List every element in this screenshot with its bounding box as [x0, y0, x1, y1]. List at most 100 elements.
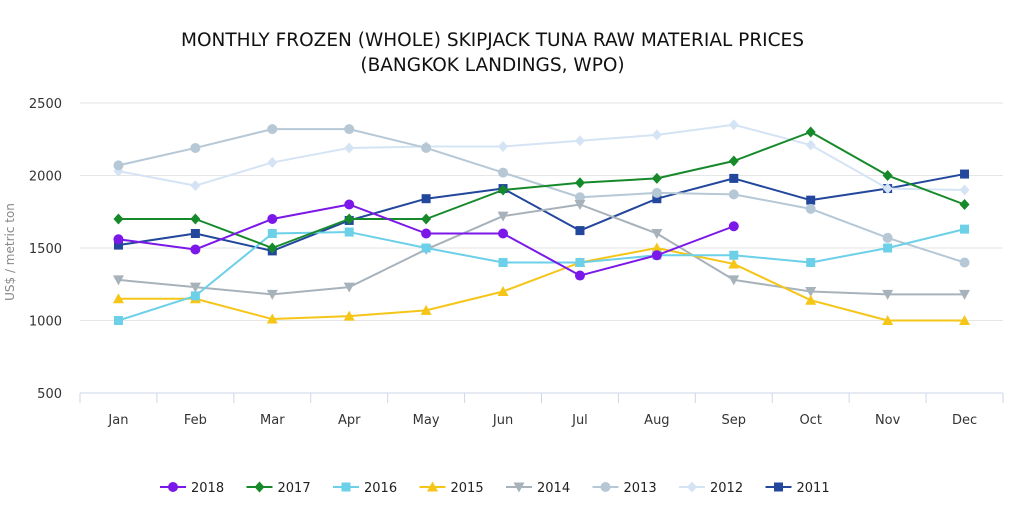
data-point: [805, 203, 816, 214]
data-point: [959, 315, 971, 325]
chart-title: MONTHLY FROZEN (WHOLE) SKIPJACK TUNA RAW…: [0, 28, 985, 78]
data-point: [498, 258, 508, 267]
x-tick-label: Jan: [107, 413, 128, 428]
data-point: [574, 177, 585, 189]
data-point: [344, 199, 355, 210]
data-point: [806, 195, 816, 205]
data-point: [267, 214, 278, 224]
x-axis: Jan Feb Mar Apr May Jun Jul Aug Sep Oct Nov Dec: [79, 392, 1004, 428]
data-point: [959, 199, 970, 210]
data-point: [651, 242, 663, 253]
data-point: [959, 289, 971, 300]
data-point: [267, 229, 277, 238]
data-point: [882, 183, 893, 195]
x-tick-label: Nov: [875, 413, 901, 428]
legend: 2018 2017 2016 2015 2014 2013 2012 2011: [160, 481, 830, 496]
legend-label: 2018: [191, 481, 224, 496]
legend-marker: [600, 482, 611, 492]
x-tick-label: Sep: [722, 413, 747, 428]
data-point: [728, 119, 739, 131]
data-point: [805, 294, 817, 305]
x-tick-label: Apr: [338, 413, 361, 428]
legend-item-2013[interactable]: 2013: [592, 481, 657, 496]
data-point: [651, 229, 663, 239]
series-2011: [113, 169, 970, 256]
data-point: [420, 304, 432, 315]
legend-marker: [427, 481, 438, 492]
data-point: [960, 224, 970, 234]
series-line: [118, 247, 965, 322]
data-point: [651, 187, 662, 198]
data-point: [421, 194, 431, 204]
x-tick-label: Jul: [571, 413, 588, 428]
data-point: [498, 184, 509, 196]
data-point: [651, 129, 662, 141]
series-line: [118, 131, 965, 249]
legend-item-2012[interactable]: 2012: [679, 481, 743, 496]
legend-label: 2017: [278, 481, 311, 496]
data-point: [728, 155, 739, 167]
x-tick-label: Feb: [184, 413, 207, 428]
y-tick-label: 1500: [29, 242, 62, 257]
data-point: [651, 250, 662, 261]
data-point: [497, 211, 509, 222]
legend-item-2016[interactable]: 2016: [333, 481, 397, 496]
data-point: [575, 226, 585, 236]
data-point: [266, 289, 278, 300]
series-group: [112, 119, 971, 325]
legend-marker: [341, 482, 351, 492]
data-point: [343, 282, 355, 293]
data-point: [421, 142, 432, 153]
legend-label: 2015: [451, 481, 484, 496]
data-point: [113, 213, 124, 225]
series-2015: [112, 242, 971, 325]
legend-item-2014[interactable]: 2014: [506, 481, 570, 496]
data-point: [729, 250, 739, 260]
data-point: [498, 141, 509, 152]
data-point: [805, 287, 817, 297]
y-axis-label: US$ / metric ton: [3, 203, 17, 301]
data-point: [344, 142, 355, 154]
legend-marker: [254, 481, 265, 493]
data-point: [728, 189, 739, 200]
series-2017: [113, 126, 970, 254]
data-point: [267, 156, 278, 168]
legend-marker: [168, 482, 178, 492]
data-point: [574, 270, 585, 281]
data-point: [190, 229, 200, 238]
x-tick-label: Dec: [952, 413, 977, 428]
data-point: [882, 289, 894, 300]
y-tick-label: 2000: [29, 170, 62, 185]
data-point: [421, 243, 431, 253]
legend-item-2018[interactable]: 2018: [160, 481, 224, 496]
x-tick-label: Oct: [799, 413, 821, 428]
x-tick-label: May: [413, 413, 440, 428]
series-2018: [113, 199, 739, 281]
series-2014: [112, 200, 971, 300]
data-point: [112, 293, 124, 304]
series-line: [118, 128, 965, 264]
legend-item-2011[interactable]: 2011: [765, 481, 830, 496]
chart-title-line-1: MONTHLY FROZEN (WHOLE) SKIPJACK TUNA RAW…: [181, 30, 804, 51]
legend-label: 2013: [624, 481, 657, 496]
data-point: [190, 244, 201, 255]
data-point: [574, 192, 585, 203]
legend-item-2015[interactable]: 2015: [419, 481, 484, 496]
data-point: [575, 258, 585, 267]
series-line: [118, 123, 965, 191]
data-point: [113, 316, 123, 325]
series-2013: [113, 124, 970, 268]
data-point: [728, 221, 739, 232]
y-axis: 500 1000 1500 2000 2500: [29, 97, 62, 402]
data-point: [344, 227, 354, 237]
data-point: [960, 169, 970, 179]
data-point: [421, 228, 432, 239]
x-tick-label: Jun: [492, 413, 513, 428]
data-point: [882, 170, 893, 181]
data-point: [344, 124, 355, 135]
legend-item-2017[interactable]: 2017: [246, 481, 311, 496]
data-point: [267, 242, 278, 254]
legend-marker: [513, 482, 525, 493]
data-point: [882, 232, 893, 243]
